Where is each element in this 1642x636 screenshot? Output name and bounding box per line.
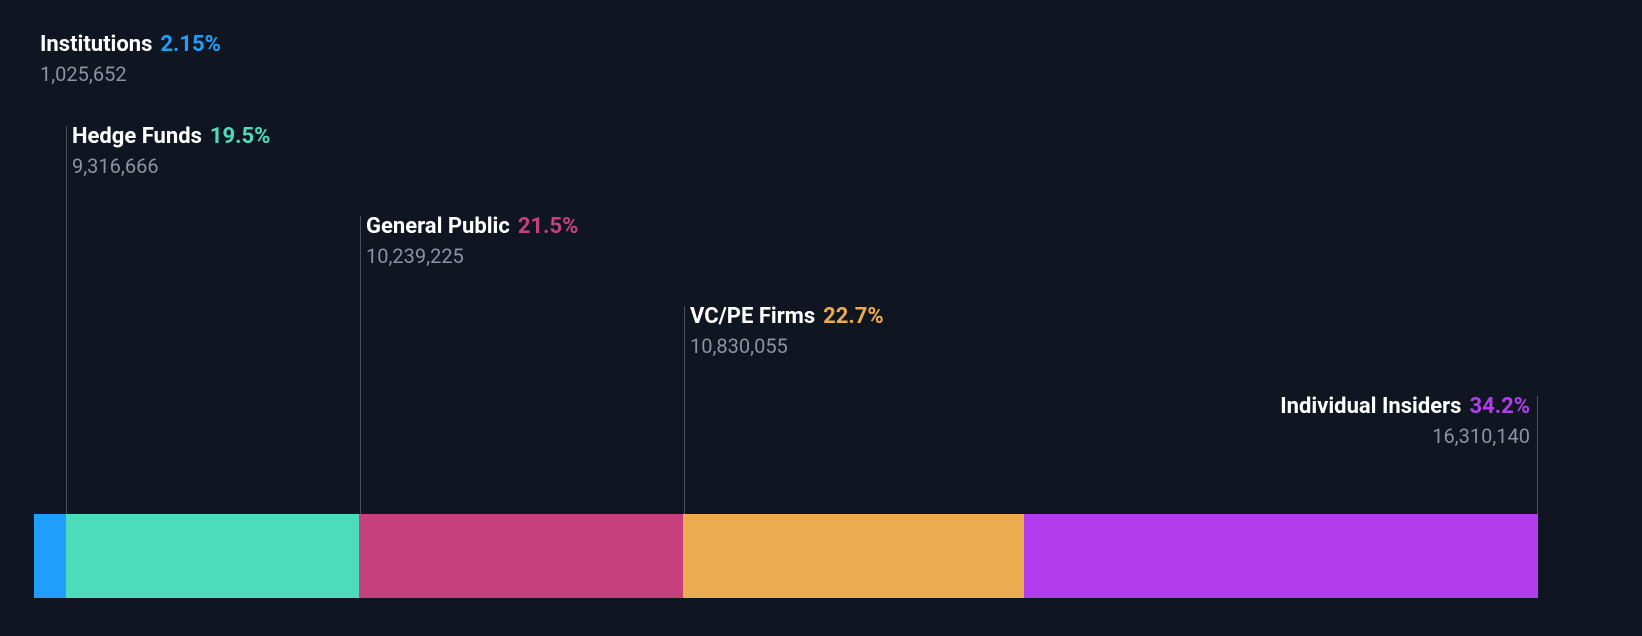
segment-name: General Public — [366, 212, 510, 242]
segment-percent: 2.15% — [160, 30, 221, 60]
segment-tick-vc-pe-firms — [684, 306, 685, 514]
segment-label-institutions: Institutions 2.15% 1,025,652 — [40, 30, 221, 86]
segment-label-general-public: General Public 21.5% 10,239,225 — [366, 212, 578, 268]
segment-label-individual-insiders: Individual Insiders 34.2% 16,310,140 — [1280, 392, 1530, 448]
bar-segment-hedge-funds[interactable] — [66, 514, 359, 598]
bar-segment-individual-insiders[interactable] — [1024, 514, 1538, 598]
bar-segment-institutions[interactable] — [34, 514, 66, 598]
segment-count: 16,310,140 — [1280, 424, 1530, 448]
segment-count: 10,830,055 — [690, 334, 884, 358]
segment-tick-hedge-funds — [66, 126, 67, 514]
segment-name: VC/PE Firms — [690, 302, 815, 332]
segment-label-vc-pe-firms: VC/PE Firms 22.7% 10,830,055 — [690, 302, 884, 358]
segment-count: 1,025,652 — [40, 62, 221, 86]
segment-percent: 19.5% — [210, 122, 271, 152]
ownership-bar — [34, 514, 1538, 598]
segment-tick-individual-insiders — [1537, 396, 1538, 514]
bar-segment-vc-pe-firms[interactable] — [683, 514, 1024, 598]
bar-segment-general-public[interactable] — [359, 514, 682, 598]
segment-percent: 22.7% — [823, 302, 884, 332]
segment-name: Institutions — [40, 30, 152, 60]
segment-name: Hedge Funds — [72, 122, 202, 152]
segment-name: Individual Insiders — [1280, 392, 1461, 422]
segment-percent: 21.5% — [518, 212, 579, 242]
segment-percent: 34.2% — [1469, 392, 1530, 422]
segment-tick-general-public — [360, 216, 361, 514]
ownership-chart: Institutions 2.15% 1,025,652 Hedge Funds… — [34, 28, 1538, 598]
segment-count: 10,239,225 — [366, 244, 578, 268]
segment-count: 9,316,666 — [72, 154, 270, 178]
segment-label-hedge-funds: Hedge Funds 19.5% 9,316,666 — [72, 122, 270, 178]
